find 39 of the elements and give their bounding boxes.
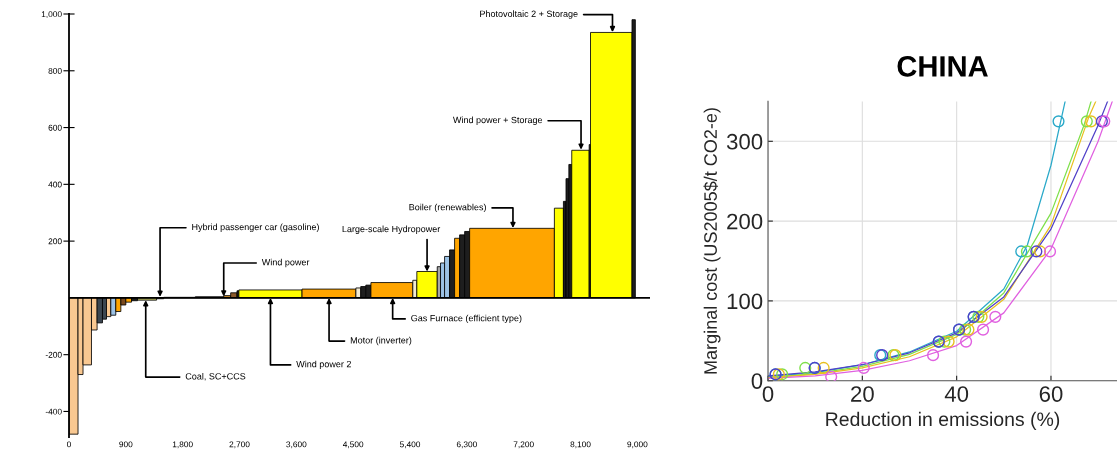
y-tick-label: 0 (751, 373, 763, 389)
x-axis-title: Reduction in emissions (%) (826, 411, 1060, 430)
annotation: Coal, SC+CCS (185, 372, 246, 381)
x-tick-label: 5,400 (399, 441, 421, 449)
annotation: Motor (inverter) (350, 336, 412, 346)
y-tick-label: -400 (45, 408, 62, 415)
annotation: Wind power (261, 258, 310, 268)
annotation: Wind power 2 (296, 360, 351, 370)
annotation: Wind power + Storage (453, 116, 543, 125)
x-tick-label: 3,600 (286, 441, 307, 449)
x-tick-label: 900 (119, 441, 133, 448)
x-tick-label: 0 (762, 386, 774, 402)
x-tick-label: 4,500 (342, 441, 364, 449)
annotation: Boiler (renewables) (409, 203, 486, 213)
x-tick-label: 9,000 (627, 441, 648, 449)
y-tick-label: 300 (726, 133, 763, 150)
y-tick-label: -200 (45, 351, 62, 358)
annotation: Hybrid passenger car (gasoline) (192, 223, 319, 232)
y-tick-label: 600 (48, 124, 62, 131)
y-tick-label: 200 (727, 213, 763, 230)
annotation: Gas Furnace (efficient type) (411, 314, 522, 324)
y-tick-label: 100 (727, 293, 763, 310)
y-tick-label: 400 (48, 181, 62, 188)
x-tick-label: 2,700 (229, 441, 250, 449)
x-tick-label: 20 (851, 386, 874, 402)
x-tick-label: 60 (1039, 386, 1063, 402)
annotation: Photovoltaic 2 + Storage (480, 10, 578, 19)
x-tick-label: 6,300 (456, 441, 477, 449)
annotation: Large-scale Hydropower (342, 225, 441, 234)
x-tick-label: 8,100 (570, 441, 591, 449)
y-tick-label: 200 (48, 238, 62, 245)
y-tick-label: 1,000 (41, 11, 62, 19)
y-axis-title: Marginal cost (US2005$/t CO2-e) (703, 108, 721, 374)
x-tick-label: 1,800 (172, 441, 193, 449)
y-tick-label: 800 (48, 67, 62, 74)
x-tick-label: 7,200 (513, 441, 534, 449)
x-tick-label: 40 (944, 386, 969, 402)
x-tick-label: 0 (67, 441, 71, 448)
chart-title: CHINA (897, 56, 988, 77)
